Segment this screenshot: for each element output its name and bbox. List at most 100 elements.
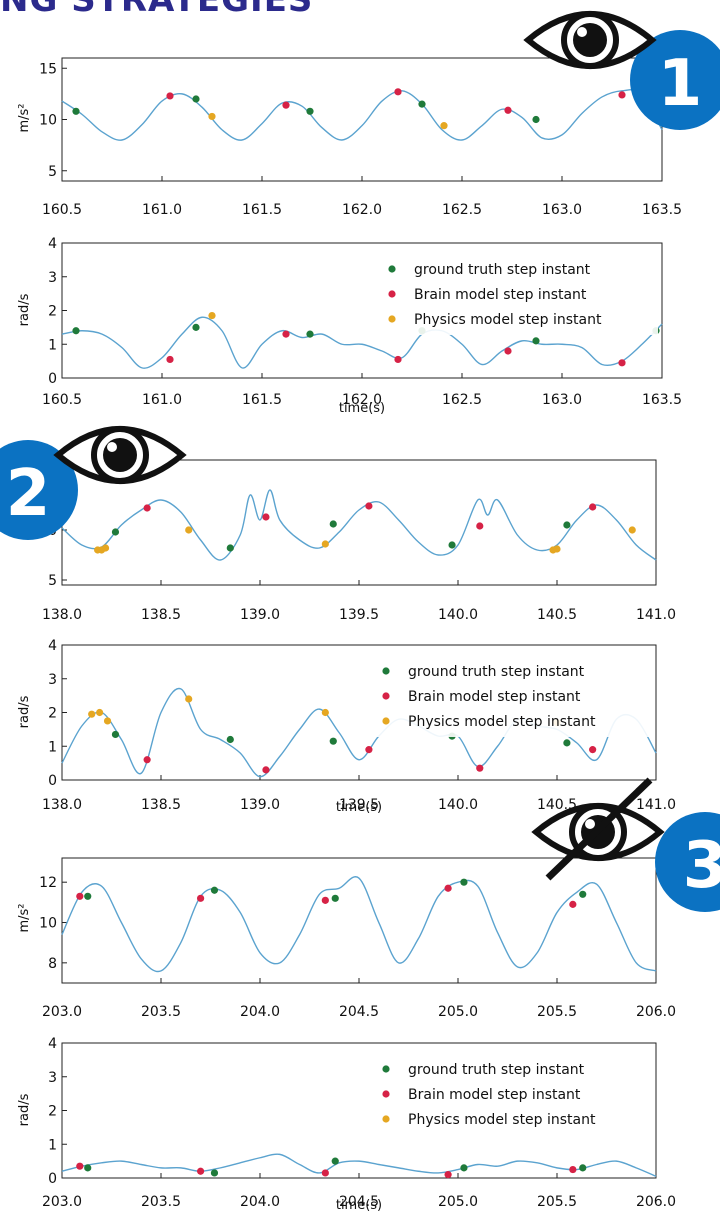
x-tick-label: 163.0 <box>542 392 582 408</box>
x-tick-label: 161.5 <box>242 392 282 408</box>
ground-truth-marker <box>111 528 120 536</box>
ground-truth-marker <box>460 1164 468 1172</box>
y-tick-label: 5 <box>48 573 57 589</box>
brain-marker <box>282 101 290 109</box>
x-tick-label: 140.5 <box>537 607 577 623</box>
x-tick-label: 138.0 <box>42 607 82 623</box>
brain-marker <box>197 1167 205 1175</box>
y-tick-label: 3 <box>48 1070 57 1086</box>
eye-pupil <box>103 438 137 472</box>
ground-truth-marker <box>579 890 587 898</box>
chart-panel-2-gyr: 138.0 138.5 139.0 139.5 140.0 140.5 141.0 0 1 2 3 4… <box>17 638 676 815</box>
physics-marker <box>88 710 96 718</box>
eye-slash <box>545 777 653 881</box>
brain-marker <box>321 896 329 904</box>
physics-marker <box>628 526 636 534</box>
y-axis-label: rad/s <box>17 695 32 728</box>
x-tick-label: 163.5 <box>642 392 682 408</box>
x-tick-label: 203.5 <box>141 1004 181 1020</box>
x-tick-label: 203.5 <box>141 1194 181 1210</box>
badge-3: 3 <box>531 777 720 912</box>
brain-marker <box>476 522 484 530</box>
x-tick-label: 163.0 <box>542 202 582 218</box>
legend-box <box>364 655 652 737</box>
ground-truth-marker <box>329 737 337 745</box>
x-tick-label: 141.0 <box>636 797 676 813</box>
x-axis-label: time(s) <box>336 1198 382 1213</box>
badge-2: 2 <box>0 426 187 540</box>
x-tick-label: 205.5 <box>537 1194 577 1210</box>
x-tick-label: 161.0 <box>142 392 182 408</box>
x-tick-label: 138.5 <box>141 607 181 623</box>
y-tick-label: 4 <box>48 236 57 252</box>
ground-truth-marker <box>210 886 219 894</box>
y-axis-label: m/s² <box>17 103 32 132</box>
physics-marker <box>185 526 193 534</box>
x-tick-label: 203.0 <box>42 1194 82 1210</box>
ground-truth-marker <box>448 541 456 549</box>
signal-line <box>61 89 663 141</box>
ground-truth-marker <box>226 544 234 552</box>
brain-marker <box>262 766 270 774</box>
physics-marker <box>553 545 561 553</box>
x-tick-label: 163.5 <box>642 202 682 218</box>
brain-marker <box>166 355 174 364</box>
badge-1: 1 <box>523 11 720 130</box>
legend-marker <box>382 1115 390 1123</box>
y-tick-label: 8 <box>48 956 57 972</box>
eye-highlight <box>585 819 595 829</box>
brain-marker <box>197 894 205 902</box>
y-tick-label: 5 <box>48 164 57 180</box>
signal-line <box>61 1153 657 1177</box>
eye-pupil <box>573 23 607 57</box>
brain-marker <box>76 1162 84 1170</box>
y-tick-label: 2 <box>48 1104 57 1120</box>
x-tick-label: 140.0 <box>438 607 478 623</box>
y-tick-label: 3 <box>48 270 57 286</box>
plot-frame <box>61 857 657 984</box>
legend-entry: Physics model step instant <box>408 1112 596 1128</box>
brain-marker <box>569 900 577 908</box>
y-axis-label: rad/s <box>17 293 32 326</box>
ground-truth-marker <box>72 107 80 115</box>
x-tick-label: 139.5 <box>339 797 379 813</box>
signal-line <box>61 876 657 973</box>
brain-marker <box>618 359 626 367</box>
physics-marker <box>101 544 110 552</box>
x-tick-label: 204.0 <box>240 1004 280 1020</box>
chart-panel-1-gyr: 160.5 161.0 161.5 162.0 162.5 163.0 163.5 0 1 2 3 4… <box>17 236 682 416</box>
y-tick-label: 2 <box>48 706 57 722</box>
legend-entry: ground truth step instant <box>414 262 591 278</box>
legend-marker <box>382 1090 390 1098</box>
brain-marker <box>166 92 174 100</box>
brain-marker <box>444 884 452 892</box>
legend-marker <box>388 265 396 273</box>
legend-entry: ground truth step instant <box>408 664 585 680</box>
y-axis-label: m/s² <box>17 903 32 932</box>
physics-marker <box>103 717 112 725</box>
physics-marker <box>208 311 216 320</box>
x-tick-label: 205.5 <box>537 1004 577 1020</box>
brain-marker <box>365 746 373 754</box>
x-tick-label: 162.5 <box>442 202 482 218</box>
y-tick-label: 10 <box>39 916 57 932</box>
brain-marker <box>504 106 512 114</box>
badge-number: 1 <box>658 47 703 121</box>
y-tick-label: 2 <box>48 304 57 320</box>
ground-truth-marker <box>329 520 337 528</box>
x-tick-label: 205.0 <box>438 1004 478 1020</box>
brain-marker <box>444 1171 452 1179</box>
page-heading: NG STRATEGIES <box>0 0 314 20</box>
x-tick-label: 205.0 <box>438 1194 478 1210</box>
brain-marker <box>589 503 597 511</box>
x-tick-label: 140.0 <box>438 797 478 813</box>
brain-marker <box>504 347 512 355</box>
y-axis-label: rad/s <box>17 1093 32 1126</box>
brain-marker <box>476 764 484 772</box>
badge-circle <box>0 440 78 540</box>
y-tick-label: 0 <box>48 773 57 789</box>
eye-highlight <box>107 442 117 452</box>
x-axis-label: time(s) <box>336 800 382 815</box>
